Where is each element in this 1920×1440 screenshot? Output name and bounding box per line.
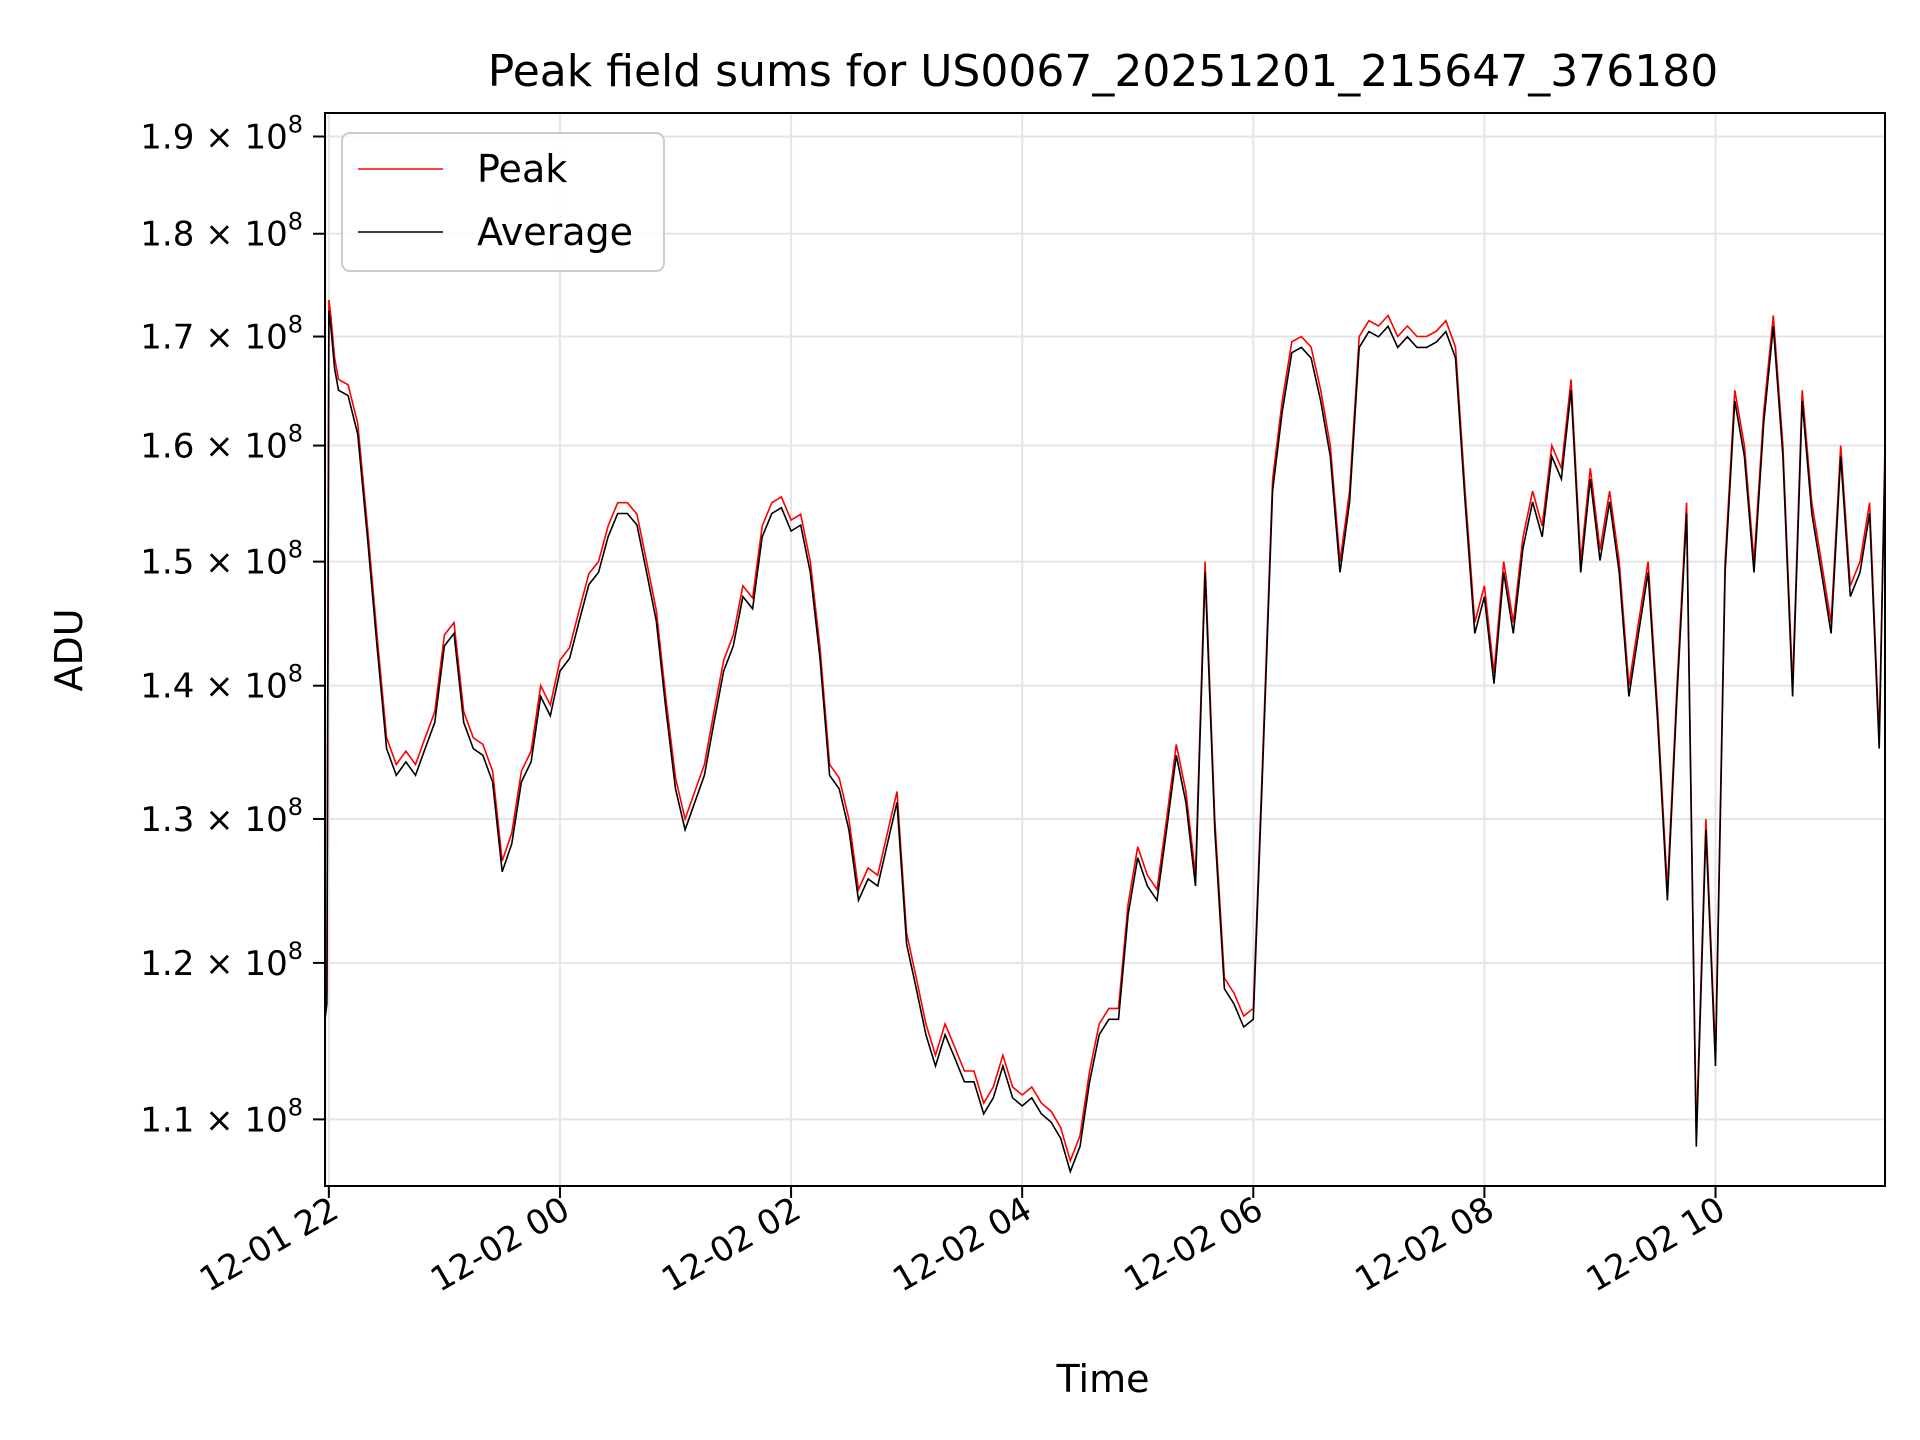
y-tick-label: 1.5 × 108 [140, 536, 303, 583]
x-axis-label: Time [1056, 1357, 1150, 1401]
legend: Peak Average [341, 132, 665, 272]
y-tick-label: 1.7 × 108 [140, 311, 303, 358]
legend-average-label: Average [477, 210, 633, 254]
y-tick-label: 1.4 × 108 [140, 660, 303, 707]
y-axis-label: ADU [47, 608, 91, 691]
y-tick-label: 1.1 × 108 [140, 1093, 303, 1140]
series-line-peak [325, 299, 1885, 1164]
chart-title: Peak field sums for US0067_20251201_2156… [488, 46, 1718, 97]
legend-peak-label: Peak [477, 147, 567, 191]
series-line-average [325, 310, 1885, 1175]
y-tick-label: 1.6 × 108 [140, 420, 303, 467]
series-layer [325, 299, 1885, 1175]
plot-frame [324, 112, 1886, 1187]
y-tick-label: 1.9 × 108 [140, 111, 303, 158]
grid-layer [325, 113, 1885, 1186]
y-tick-label: 1.8 × 108 [140, 208, 303, 255]
y-tick-label: 1.3 × 108 [140, 793, 303, 840]
y-tick-label: 1.2 × 108 [140, 937, 303, 984]
legend-box [341, 132, 665, 272]
